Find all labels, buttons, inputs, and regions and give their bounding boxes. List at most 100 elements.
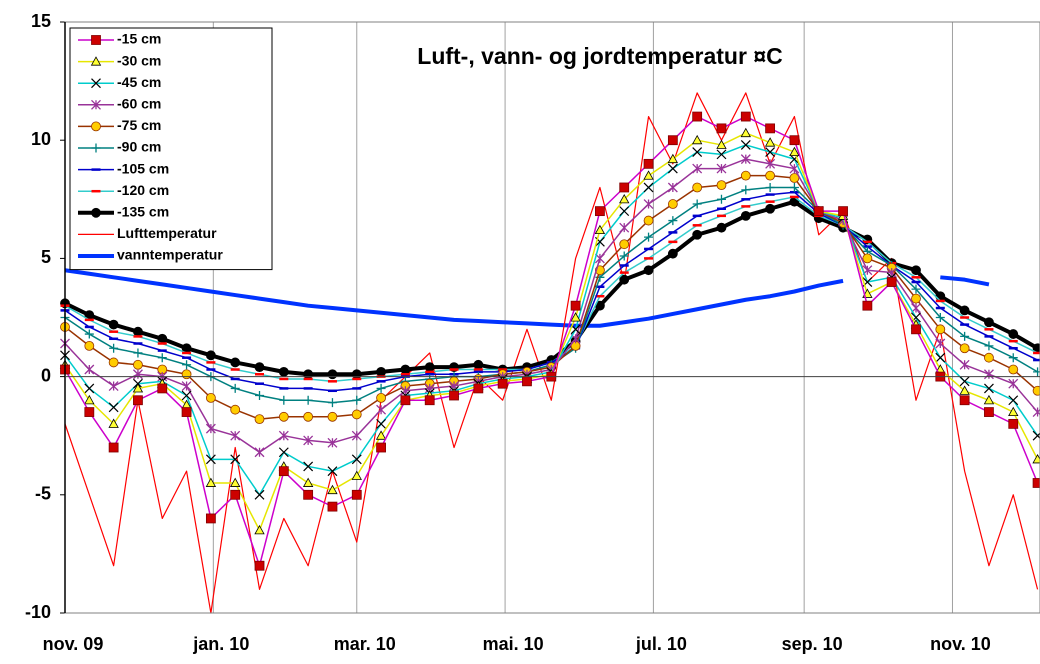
marker	[692, 182, 703, 193]
marker	[473, 359, 484, 370]
legend-label: -75 cm	[117, 117, 161, 133]
marker	[133, 348, 143, 358]
marker	[1008, 378, 1019, 389]
marker	[351, 489, 362, 500]
marker	[740, 210, 751, 221]
x-tick-label: jan. 10	[192, 634, 249, 654]
marker	[741, 185, 751, 195]
marker	[108, 381, 119, 392]
marker	[740, 154, 751, 165]
marker	[619, 239, 630, 250]
marker	[911, 284, 921, 294]
marker	[960, 331, 970, 341]
marker	[400, 364, 411, 375]
marker	[278, 366, 289, 377]
marker	[862, 300, 873, 311]
marker	[473, 383, 484, 394]
marker	[911, 293, 921, 304]
marker	[91, 35, 101, 45]
legend-label: vanntemperatur	[117, 247, 223, 263]
marker	[911, 265, 921, 276]
marker	[570, 300, 581, 311]
marker	[424, 395, 435, 406]
marker	[594, 224, 606, 235]
marker	[789, 173, 800, 183]
legend-box	[69, 27, 273, 271]
marker	[1008, 364, 1019, 375]
marker	[278, 430, 289, 441]
marker	[984, 352, 994, 363]
marker	[619, 251, 629, 261]
marker	[984, 341, 994, 351]
marker	[400, 385, 411, 396]
marker	[716, 123, 727, 134]
axes: -10 -5 0 5 10 15 nov. 09 jan. 10 mar. 10 mai. 10 j…	[25, 11, 1040, 654]
marker	[230, 454, 241, 465]
marker	[789, 146, 800, 157]
marker	[1032, 385, 1040, 396]
marker	[108, 418, 119, 428]
marker	[691, 134, 703, 145]
marker	[959, 385, 970, 395]
marker	[230, 430, 241, 441]
y-tick-label: 10	[31, 129, 51, 149]
legend-label: -45 cm	[117, 74, 161, 90]
marker	[935, 291, 946, 302]
marker	[959, 343, 970, 354]
marker	[181, 381, 192, 392]
marker	[1033, 367, 1040, 377]
legend-label: -15 cm	[117, 31, 161, 47]
legend: -15 cm -30 cm -45 cm -60 cm -75 cm -90 cm -105…	[69, 27, 273, 271]
marker	[813, 206, 824, 217]
marker	[91, 78, 101, 89]
marker	[375, 430, 387, 440]
marker	[667, 199, 678, 209]
marker	[643, 170, 654, 180]
marker	[911, 303, 921, 314]
legend-label: -90 cm	[117, 139, 161, 155]
marker	[230, 404, 241, 415]
marker	[643, 158, 654, 169]
marker	[1032, 407, 1040, 418]
marker	[619, 274, 630, 285]
marker	[376, 404, 387, 415]
marker	[692, 111, 703, 122]
marker	[667, 163, 678, 174]
x-tick-label: mai. 10	[483, 634, 544, 654]
marker	[254, 414, 265, 425]
marker	[254, 524, 265, 535]
marker	[959, 395, 970, 406]
marker	[327, 437, 338, 448]
marker	[619, 182, 630, 193]
marker	[765, 123, 776, 134]
marker	[935, 352, 946, 363]
marker	[255, 391, 265, 401]
marker	[91, 207, 101, 218]
marker	[667, 248, 678, 259]
marker	[789, 135, 800, 146]
series-line	[64, 268, 844, 328]
marker	[254, 560, 265, 571]
marker	[643, 215, 654, 226]
legend-label: -30 cm	[117, 52, 161, 68]
marker	[230, 489, 241, 500]
marker	[570, 312, 581, 322]
marker	[108, 402, 119, 413]
marker	[1008, 406, 1019, 417]
marker	[740, 127, 751, 138]
marker	[716, 139, 727, 149]
marker	[716, 163, 727, 174]
marker	[91, 121, 101, 132]
marker	[886, 267, 897, 278]
chart-title: Luft-, vann- og jordtemperatur ¤C	[417, 43, 782, 69]
marker	[157, 353, 167, 363]
marker	[108, 357, 119, 368]
marker	[740, 140, 751, 150]
marker	[279, 395, 289, 405]
marker	[327, 369, 338, 380]
marker	[157, 383, 168, 394]
marker	[765, 170, 776, 181]
marker	[667, 135, 678, 146]
marker	[911, 324, 921, 335]
